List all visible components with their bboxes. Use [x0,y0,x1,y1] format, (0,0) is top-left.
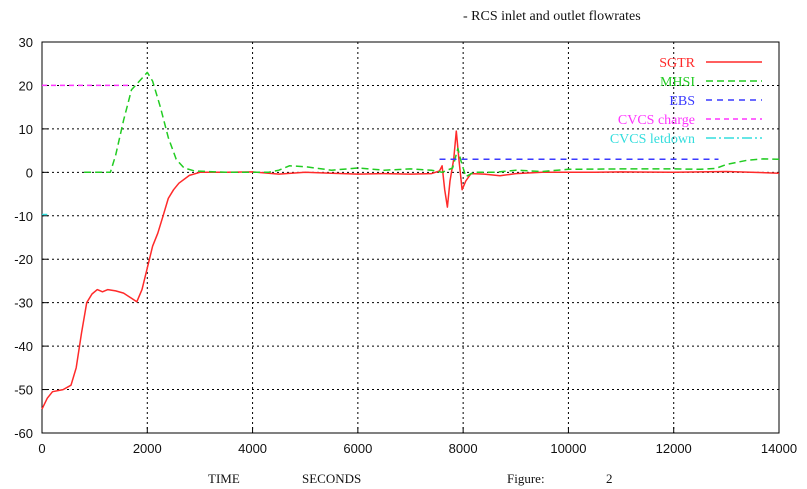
x-tick-label: 10000 [550,441,586,456]
figure-number: 2 [606,471,613,486]
y-tick-label: -20 [14,252,33,267]
grid-lines [42,42,779,433]
y-tick-label: -60 [14,426,33,441]
legend-label-ebs: EBS [669,94,695,109]
plot-frame [41,41,780,434]
y-tick-label: -50 [14,383,33,398]
legend: SGTR MHSI EBS CVCS charge CVCS letdown [610,56,762,147]
axis-ticks: 0 2000 4000 6000 8000 10000 12000 140003020100-… [14,35,797,456]
series-mhsi-line [84,71,780,178]
x-tick-label: 8000 [449,441,478,456]
x-tick-label: 2000 [133,441,162,456]
legend-label-mhsi: MHSI [660,75,695,90]
y-tick-label: -30 [14,296,33,311]
x-axis-label: TIME [208,471,240,486]
legend-label-cvcs-letdown: CVCS letdown [610,132,695,147]
legend-label-cvcs-charge: CVCS charge [618,113,695,128]
x-tick-label: 12000 [656,441,692,456]
y-tick-label: -10 [14,209,33,224]
x-axis-unit: SECONDS [302,471,361,486]
x-tick-label: 4000 [238,441,267,456]
y-tick-label: 10 [19,122,33,137]
x-tick-label: 6000 [343,441,372,456]
y-tick-label: 30 [19,35,33,50]
chart-title: - RCS inlet and outlet flowrates [463,9,641,24]
y-tick-label: 20 [19,78,33,93]
y-tick-label: 0 [26,165,33,180]
x-tick-label: 0 [38,441,45,456]
x-tick-label: 14000 [761,441,797,456]
legend-label-sgtr: SGTR [659,56,695,71]
series-lines [41,71,780,410]
y-tick-label: -40 [14,339,33,354]
figure-label: Figure: [507,471,545,486]
